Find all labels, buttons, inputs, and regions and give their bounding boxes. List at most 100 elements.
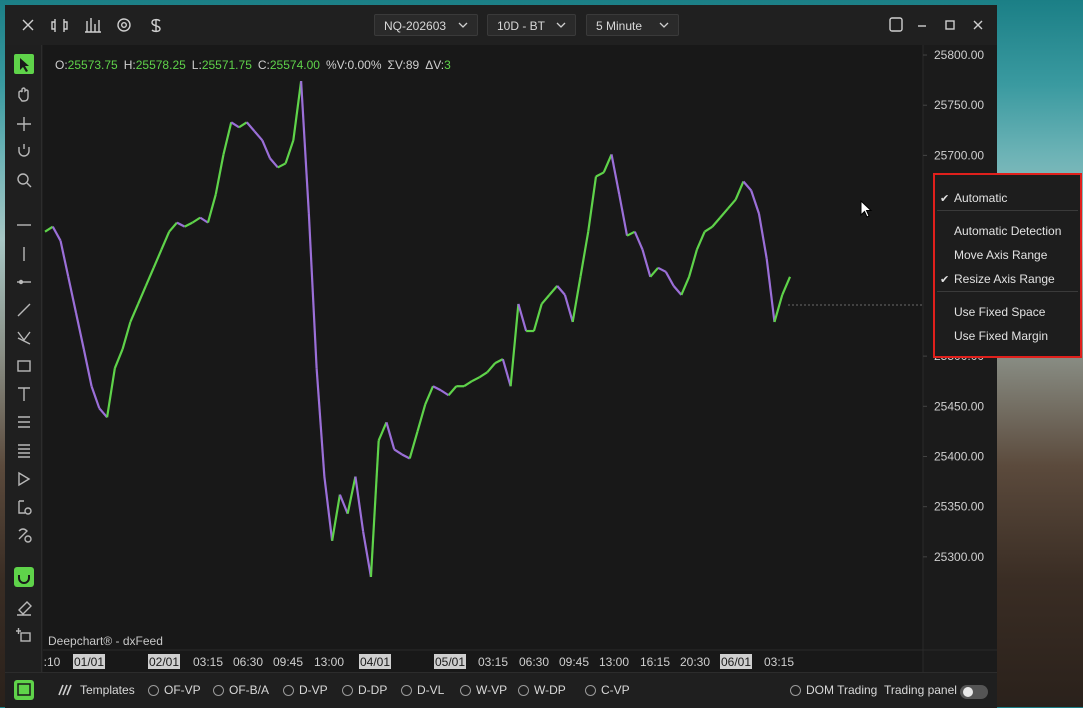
- rect-tool[interactable]: [17, 360, 31, 372]
- price-segment: [168, 221, 178, 233]
- study-option[interactable]: OF-VP: [148, 683, 201, 697]
- price-segment: [711, 216, 721, 228]
- period: 10D - BT: [497, 19, 546, 33]
- radio: [342, 685, 353, 696]
- layout-icon[interactable]: [889, 17, 903, 32]
- tool-icons: [14, 54, 34, 642]
- y-tick-label: 25300.00: [934, 550, 984, 564]
- price-segment: [67, 276, 78, 314]
- order-tool[interactable]: [18, 500, 25, 514]
- fib-tool[interactable]: [18, 416, 30, 428]
- dollar-icon[interactable]: [151, 18, 161, 33]
- price-segment: [176, 221, 186, 228]
- x-tick-label: 03:15: [478, 655, 508, 669]
- price-segment: [82, 348, 93, 387]
- period-dropdown[interactable]: 10D - BT: [487, 14, 576, 36]
- price-segment: [269, 157, 279, 169]
- price-segment: [331, 494, 341, 541]
- text-tool[interactable]: [18, 387, 30, 401]
- dom-trading-option[interactable]: DOM Trading: [790, 683, 877, 697]
- ohlc-readout: O:25573.75 H:25578.25 L:25571.75 C:25574.00…: [55, 58, 457, 72]
- x-tick-label: 20:30: [680, 655, 710, 669]
- study-option[interactable]: D-DP: [342, 683, 387, 697]
- time-label-highlight: [73, 654, 105, 669]
- hand-tool[interactable]: [18, 87, 29, 102]
- drawing-toolbar: [5, 45, 42, 672]
- menu-item[interactable]: Use Fixed Space: [954, 305, 1046, 319]
- zoom-tool[interactable]: [17, 173, 29, 185]
- symbol-dropdown[interactable]: NQ-202603: [374, 14, 478, 36]
- price-segment: [563, 294, 574, 323]
- dom-trading-label: DOM Trading: [806, 683, 878, 697]
- price-segment: [781, 276, 792, 296]
- play-tool[interactable]: [18, 471, 31, 487]
- magnet-mode-bg[interactable]: [14, 567, 34, 587]
- candles-icon[interactable]: [51, 19, 68, 32]
- path-tool[interactable]: [17, 331, 31, 345]
- axis-context-menu: ✔ Automatic Automatic Detection Move Axis R…: [933, 173, 1082, 358]
- trading-panel-switch[interactable]: [959, 684, 989, 700]
- price-segment: [230, 121, 240, 129]
- settings-icon[interactable]: [117, 18, 131, 32]
- study-label: D-VP: [299, 683, 328, 697]
- radio: [460, 685, 471, 696]
- x-tick-label: 06:30: [519, 655, 549, 669]
- magnet-tool[interactable]: [18, 144, 30, 157]
- price-segment: [548, 285, 559, 296]
- study-option[interactable]: OF-B/A: [213, 683, 269, 697]
- mouse-cursor: [860, 200, 873, 218]
- price-segment: [214, 154, 225, 195]
- price-segment: [486, 362, 496, 373]
- stat-tool[interactable]: [18, 528, 28, 540]
- price-segment: [657, 266, 667, 273]
- price-segment: [137, 285, 147, 305]
- eraser-tool[interactable]: [17, 601, 32, 616]
- price-segment: [284, 139, 295, 164]
- price-segment: [680, 276, 691, 296]
- price-segment: [509, 303, 520, 387]
- study-option[interactable]: D-VP: [283, 683, 328, 697]
- menu-item[interactable]: Use Fixed Margin: [954, 329, 1049, 343]
- price-segment: [354, 476, 365, 532]
- study-option[interactable]: C-VP: [585, 683, 630, 697]
- price-segment: [610, 154, 621, 195]
- panel-toggle[interactable]: [13, 679, 35, 701]
- interval-dropdown[interactable]: 5 Minute: [586, 14, 679, 36]
- study-option[interactable]: W-VP: [460, 683, 507, 697]
- x-tick-label: 09:45: [273, 655, 303, 669]
- price-segment: [292, 80, 303, 141]
- price-axis: [923, 45, 997, 672]
- menu-item[interactable]: Resize Axis Range: [954, 272, 1055, 286]
- price-segment: [440, 389, 450, 397]
- maximize-button[interactable]: [945, 20, 955, 30]
- price-segment: [113, 348, 124, 369]
- radio: [148, 685, 159, 696]
- price-segment: [649, 267, 659, 278]
- study-option[interactable]: W-DP: [518, 683, 566, 697]
- price-segment: [742, 180, 753, 192]
- pointer-tool[interactable]: [20, 58, 29, 72]
- price-segment: [595, 171, 605, 178]
- menu-item[interactable]: Automatic Detection: [954, 224, 1062, 238]
- templates-label[interactable]: Templates: [80, 683, 135, 697]
- price-segment: [90, 385, 101, 409]
- x-tick-label: 06/01: [721, 655, 751, 669]
- bars-icon[interactable]: [85, 18, 101, 33]
- trendline-tool[interactable]: [17, 303, 31, 317]
- close-chart-icon[interactable]: [22, 19, 34, 31]
- menu-item[interactable]: Move Axis Range: [954, 248, 1048, 262]
- layers-tool[interactable]: [20, 632, 31, 642]
- close-button[interactable]: [973, 20, 983, 30]
- price-segment: [105, 367, 116, 418]
- levels-tool[interactable]: [18, 444, 30, 458]
- study-option[interactable]: D-VL: [401, 683, 444, 697]
- price-segment: [74, 312, 85, 350]
- crosshair-tool[interactable]: [17, 117, 31, 131]
- menu-item[interactable]: Automatic: [954, 191, 1008, 205]
- price-segment: [633, 231, 644, 251]
- study-label: OF-VP: [164, 683, 201, 697]
- price-segment: [447, 385, 458, 396]
- ohlc-label: C:: [257, 58, 270, 72]
- app-window: NQ-202603 10D - BT 5 Minute: [5, 5, 997, 708]
